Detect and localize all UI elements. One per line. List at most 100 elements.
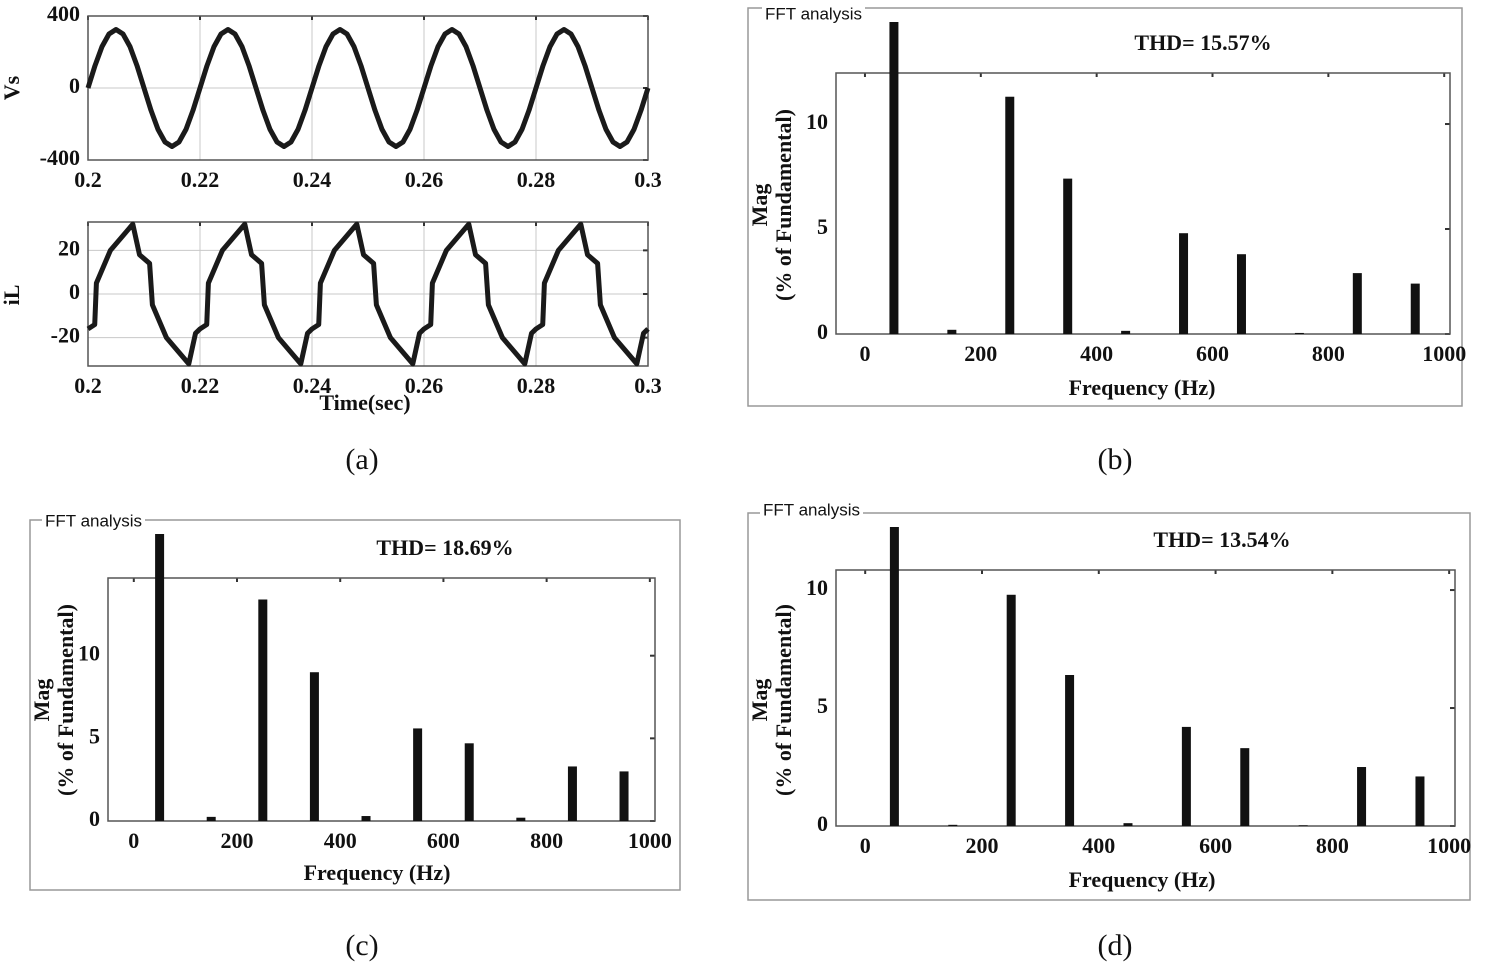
y-tick-label: 0 bbox=[89, 806, 100, 831]
y-tick-label: -400 bbox=[40, 145, 80, 170]
plot-box bbox=[835, 569, 1456, 827]
x-tick-label: 800 bbox=[1312, 341, 1345, 366]
x-tick-label: 200 bbox=[221, 828, 254, 853]
x-tick-label: 800 bbox=[1316, 833, 1349, 858]
x-tick-label: 0.24 bbox=[293, 167, 332, 192]
plot-box bbox=[87, 221, 649, 367]
bar bbox=[1065, 674, 1075, 826]
x-tick-label: 0 bbox=[859, 341, 870, 366]
x-tick-label: 0 bbox=[860, 833, 871, 858]
y-axis-label: Mag bbox=[747, 184, 772, 227]
bar bbox=[567, 766, 577, 821]
waveform bbox=[85, 27, 651, 149]
bar bbox=[206, 816, 216, 821]
bar bbox=[361, 816, 371, 821]
bar bbox=[1121, 330, 1131, 334]
y-axis-label: Mag bbox=[29, 679, 54, 722]
x-tick-label: 200 bbox=[964, 341, 997, 366]
x-axis-label: Frequency (Hz) bbox=[1069, 375, 1216, 400]
x-tick-label: 0.3 bbox=[634, 373, 662, 398]
x-axis-label: Frequency (Hz) bbox=[304, 860, 451, 885]
bar bbox=[309, 672, 319, 821]
bar bbox=[1298, 825, 1308, 826]
caption: (a) bbox=[345, 443, 378, 476]
x-tick-label: 0.26 bbox=[405, 167, 444, 192]
waveform bbox=[86, 221, 650, 367]
x-tick-label: 600 bbox=[1196, 341, 1229, 366]
x-tick-label: 0.2 bbox=[74, 167, 102, 192]
bar bbox=[155, 534, 165, 821]
x-tick-label: 1000 bbox=[1427, 833, 1471, 858]
plot-box bbox=[835, 72, 1451, 335]
frame-title: FFT analysis bbox=[45, 511, 142, 530]
plot-box bbox=[107, 577, 656, 822]
bar bbox=[619, 771, 629, 821]
x-tick-label: 0.28 bbox=[517, 167, 556, 192]
caption: (c) bbox=[345, 929, 378, 962]
thd-annotation: THD= 15.57% bbox=[1134, 30, 1271, 55]
x-tick-label: 1000 bbox=[628, 828, 672, 853]
caption: (d) bbox=[1098, 929, 1133, 962]
bar bbox=[1005, 96, 1015, 334]
x-axis-label: Frequency (Hz) bbox=[1069, 867, 1216, 892]
x-tick-label: 0.22 bbox=[181, 167, 220, 192]
bar bbox=[516, 817, 526, 821]
x-tick-label: 400 bbox=[1080, 341, 1113, 366]
bar bbox=[948, 824, 958, 826]
x-tick-label: 0.24 bbox=[293, 373, 332, 398]
x-tick-label: 0.26 bbox=[405, 373, 444, 398]
bar bbox=[1179, 233, 1189, 334]
bar bbox=[889, 22, 899, 334]
y-tick-label: 5 bbox=[817, 693, 828, 718]
y-tick-label: 0 bbox=[817, 319, 828, 344]
x-tick-label: 200 bbox=[965, 833, 998, 858]
panel-frame bbox=[29, 519, 681, 891]
y-axis-label: iL bbox=[0, 285, 24, 306]
x-tick-label: 600 bbox=[427, 828, 460, 853]
y-tick-label: -20 bbox=[51, 323, 80, 348]
y-tick-label: 5 bbox=[817, 214, 828, 239]
y-tick-label: 5 bbox=[89, 723, 100, 748]
y-tick-label: 10 bbox=[806, 575, 828, 600]
bar bbox=[1352, 273, 1362, 334]
y-tick-label: 0 bbox=[817, 811, 828, 836]
y-tick-label: 400 bbox=[47, 1, 80, 26]
frame-title: FFT analysis bbox=[765, 4, 862, 23]
panel-frame bbox=[747, 512, 1471, 901]
bar bbox=[1240, 748, 1250, 826]
bar bbox=[1357, 767, 1367, 826]
frame-title-bg bbox=[760, 500, 863, 520]
y-tick-label: 20 bbox=[58, 235, 80, 260]
x-tick-label: 0.22 bbox=[181, 373, 220, 398]
bar bbox=[1415, 776, 1425, 826]
bar bbox=[1123, 823, 1133, 826]
bar bbox=[1181, 726, 1191, 826]
x-axis-label: Time(sec) bbox=[319, 390, 410, 415]
x-tick-label: 600 bbox=[1199, 833, 1232, 858]
y-tick-label: 10 bbox=[78, 641, 100, 666]
x-tick-label: 800 bbox=[530, 828, 563, 853]
panel-frame bbox=[747, 7, 1463, 407]
y-axis-label: (% of Fundamental) bbox=[53, 604, 78, 796]
bar bbox=[1006, 594, 1016, 826]
bar bbox=[1063, 178, 1073, 334]
bar bbox=[464, 743, 474, 821]
bar bbox=[1410, 283, 1420, 334]
y-tick-label: 0 bbox=[69, 73, 80, 98]
bar bbox=[1294, 332, 1304, 334]
y-axis-label: Mag bbox=[747, 679, 772, 722]
y-tick-label: 10 bbox=[806, 109, 828, 134]
thd-annotation: THD= 18.69% bbox=[376, 535, 513, 560]
x-tick-label: 0.3 bbox=[634, 167, 662, 192]
bar bbox=[258, 599, 268, 821]
bars bbox=[889, 527, 1425, 826]
x-tick-label: 0.2 bbox=[74, 373, 102, 398]
bar bbox=[889, 527, 899, 826]
frame-title: FFT analysis bbox=[763, 500, 860, 519]
x-tick-label: 0.28 bbox=[517, 373, 556, 398]
y-axis-label: (% of Fundamental) bbox=[771, 604, 796, 796]
x-tick-label: 400 bbox=[324, 828, 357, 853]
frame-title-bg bbox=[762, 4, 865, 24]
bar bbox=[947, 329, 957, 334]
